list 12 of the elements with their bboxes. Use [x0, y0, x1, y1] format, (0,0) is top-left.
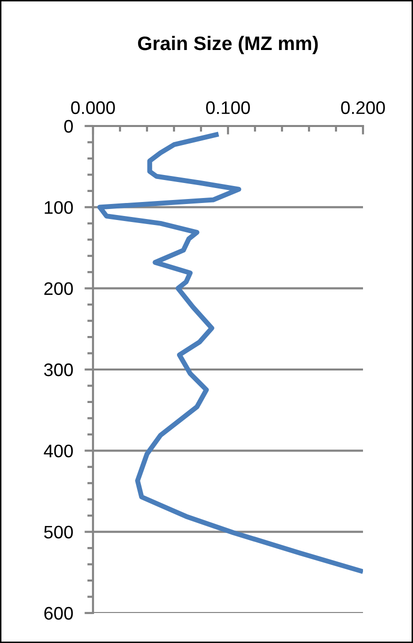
y-tick-label: 200: [44, 282, 73, 296]
y-tick-label: 300: [44, 363, 73, 376]
x-tick-label: 0.100: [206, 101, 250, 114]
y-tick-label: 100: [44, 201, 73, 214]
line-series: [97, 132, 363, 574]
chart-title: Grain Size (MZ mm): [138, 36, 318, 54]
y-tick-label: 500: [44, 526, 73, 539]
x-tick-label: 0.200: [341, 101, 385, 114]
y-tick-label: 600: [44, 606, 73, 620]
x-tick-label: 0.000: [71, 101, 115, 114]
y-tick-label: 0: [64, 120, 73, 133]
y-tick-label: 400: [44, 444, 73, 458]
